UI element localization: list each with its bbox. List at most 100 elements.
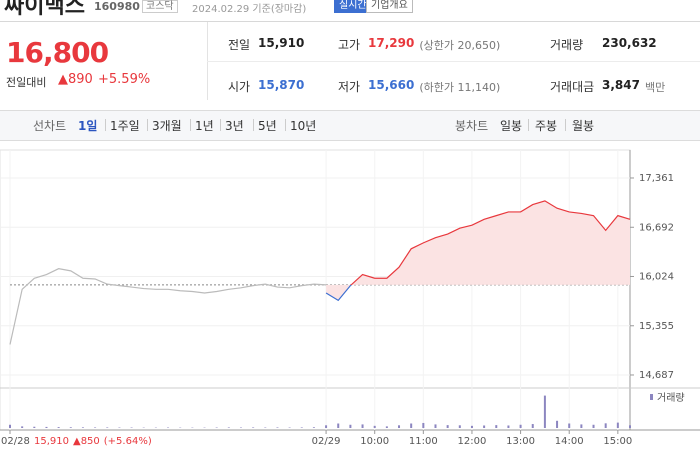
- x-tick-label: 15:00: [603, 436, 632, 447]
- x-tick-label: 11:00: [409, 436, 438, 447]
- volume-bar: [361, 424, 364, 428]
- volume-bar: [519, 424, 522, 428]
- volume-bar: [507, 425, 510, 428]
- period-tab[interactable]: 1일: [78, 119, 98, 133]
- y-tick-label: 16,024: [639, 271, 674, 282]
- y-tick-label: 15,355: [639, 321, 674, 332]
- volume-bar: [616, 422, 619, 428]
- volume-bar: [543, 395, 546, 428]
- stat-value: 15,660: [368, 78, 415, 92]
- volume-bar: [106, 427, 109, 428]
- volume-bar: [57, 427, 60, 428]
- stat-note: (하한가 11,140): [419, 81, 501, 94]
- tab-separator: [220, 119, 221, 131]
- volume-bar: [9, 424, 11, 428]
- prev-day-annotation: ▲850: [73, 436, 100, 447]
- stat-label: 전일: [228, 38, 251, 52]
- volume-bar: [325, 425, 328, 428]
- candle-tab[interactable]: 일봉: [500, 119, 523, 133]
- volume-bar: [33, 426, 36, 428]
- volume-bar: [69, 427, 72, 428]
- y-tick-label: 14,687: [639, 370, 674, 381]
- base-date: 2024.02.29 기준(장마감): [192, 4, 307, 15]
- stat-note: (상한가 20,650): [419, 39, 501, 52]
- market-tag: 코스닥: [142, 0, 178, 13]
- volume-bar: [434, 424, 437, 428]
- tab-group-label: 선차트: [33, 119, 67, 133]
- tab-group-label: 봉차트: [455, 119, 489, 133]
- period-tab[interactable]: 5년: [258, 119, 277, 133]
- period-tab[interactable]: 3년: [225, 119, 244, 133]
- divider: [0, 21, 700, 22]
- volume-bar: [410, 423, 413, 428]
- volume-bar: [252, 427, 255, 428]
- legend-label: 거래량: [657, 392, 685, 404]
- volume-bar: [349, 424, 352, 428]
- stat-value: 15,870: [258, 78, 305, 92]
- volume-bar: [483, 425, 486, 428]
- chart-tabs: [0, 110, 700, 141]
- volume-bar: [531, 424, 534, 428]
- volume-bar: [337, 423, 340, 428]
- volume-bar: [312, 427, 315, 428]
- volume-bar: [422, 422, 425, 428]
- tab-separator: [565, 119, 566, 131]
- tab-separator: [253, 119, 254, 131]
- candle-tab[interactable]: 월봉: [572, 119, 595, 133]
- company-info-button[interactable]: 기업개요: [366, 0, 413, 13]
- stat-label: 고가: [338, 38, 361, 52]
- volume-bar: [300, 427, 303, 428]
- volume-bar: [556, 420, 559, 428]
- stat-value: 15,910: [258, 36, 305, 50]
- volume-bar: [45, 426, 48, 428]
- prev-day-annotation: (+5.64%): [104, 436, 152, 447]
- volume-bar: [21, 426, 24, 428]
- volume-bar: [446, 425, 449, 428]
- volume-bar: [592, 424, 595, 428]
- volume-bar: [398, 425, 401, 428]
- change-amount: ▲890: [58, 72, 93, 87]
- tab-separator: [528, 119, 529, 131]
- volume-bar: [385, 426, 388, 428]
- volume-bar: [276, 427, 279, 428]
- x-tick-label: 12:00: [458, 436, 487, 447]
- volume-bar: [604, 423, 607, 428]
- volume-bar: [227, 427, 230, 428]
- price-line: [9, 268, 327, 345]
- x-tick-label: 10:00: [360, 436, 389, 447]
- x-tick-label: 02/29: [312, 436, 341, 447]
- tab-separator: [190, 119, 191, 131]
- stat-label: 저가: [338, 80, 361, 94]
- y-tick-label: 16,692: [639, 222, 674, 233]
- prev-day-annotation: 15,910: [34, 436, 69, 447]
- x-tick-label: 13:00: [506, 436, 535, 447]
- x-tick-label: 14:00: [555, 436, 584, 447]
- period-tab[interactable]: 1주일: [110, 119, 140, 133]
- legend-swatch: [650, 394, 653, 400]
- x-tick-label: 02/28: [1, 436, 30, 447]
- volume-bar: [495, 425, 498, 428]
- stat-label: 거래량: [550, 38, 584, 52]
- tab-separator: [147, 119, 148, 131]
- volume-bar: [568, 423, 571, 428]
- stock-code: 160980: [94, 0, 140, 13]
- period-tab[interactable]: 3개월: [152, 119, 182, 133]
- volume-bar: [580, 424, 583, 428]
- current-price: 16,800: [6, 36, 109, 69]
- divider: [207, 61, 700, 62]
- volume-bar: [81, 427, 84, 428]
- y-tick-label: 17,361: [639, 173, 674, 184]
- change-label: 전일대비: [6, 76, 47, 89]
- volume-bar: [629, 425, 631, 428]
- volume-bar: [470, 425, 473, 428]
- area-fill: [326, 200, 630, 301]
- period-tab[interactable]: 1년: [195, 119, 214, 133]
- tab-separator: [285, 119, 286, 131]
- period-tab[interactable]: 10년: [290, 119, 317, 133]
- volume-bar: [458, 425, 461, 428]
- stat-label: 시가: [228, 80, 251, 94]
- change-rate: +5.59%: [98, 72, 151, 87]
- candle-tab[interactable]: 주봉: [535, 119, 558, 133]
